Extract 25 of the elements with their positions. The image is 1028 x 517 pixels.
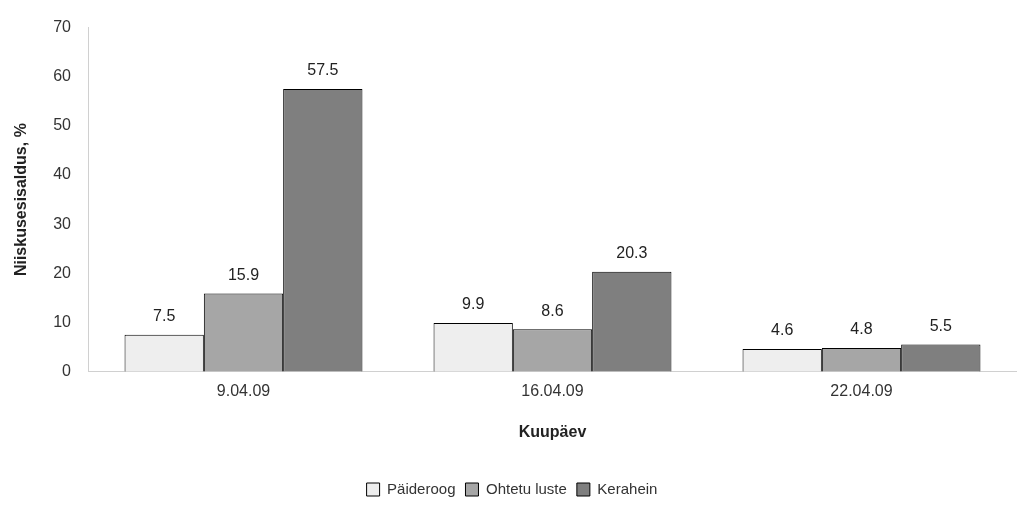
y-axis-title: Niiskusesisaldus, % — [12, 123, 30, 277]
legend-label: Kerahein — [597, 479, 658, 497]
x-tick-label: 9.04.09 — [216, 381, 271, 399]
y-tick-label: 20 — [53, 263, 72, 281]
y-tick-label: 30 — [53, 214, 72, 232]
data-label: 57.5 — [307, 61, 339, 79]
x-axis-title: Kuupäev — [518, 422, 587, 440]
data-label: 9.9 — [462, 295, 485, 313]
y-tick-label: 0 — [62, 362, 72, 380]
data-label: 15.9 — [227, 265, 260, 283]
y-tick-label: 70 — [53, 18, 72, 36]
x-tick-label: 16.04.09 — [521, 381, 584, 399]
data-label: 7.5 — [153, 307, 176, 325]
legend-label: Päideroog — [387, 479, 456, 497]
legend-label: Ohtetu luste — [485, 479, 567, 497]
data-label: 20.3 — [616, 244, 648, 262]
y-tick-label: 60 — [53, 67, 72, 85]
data-label: 4.6 — [771, 321, 794, 339]
y-tick-label: 50 — [53, 116, 72, 134]
data-label: 5.5 — [929, 316, 953, 334]
data-label: 4.8 — [850, 320, 873, 338]
data-label: 8.6 — [541, 301, 564, 319]
y-tick-label: 10 — [53, 312, 72, 330]
y-tick-label: 40 — [53, 165, 72, 183]
x-tick-label: 22.04.09 — [830, 381, 893, 399]
